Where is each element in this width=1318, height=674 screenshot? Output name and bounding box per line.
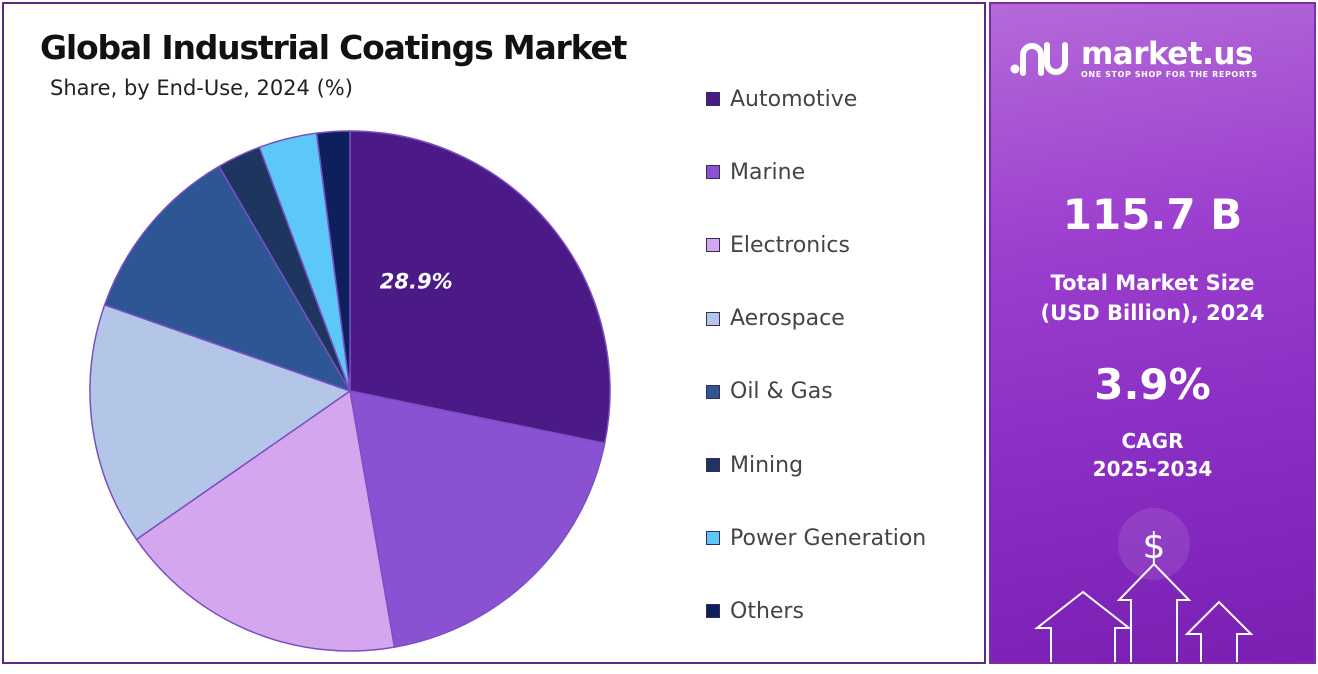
- data-label-automotive: 28.9%: [380, 269, 453, 293]
- pie-slice-marine: [349, 390, 606, 649]
- legend-swatch: [706, 238, 720, 253]
- brand-tagline: ONE STOP SHOP FOR THE REPORTS: [1081, 70, 1258, 79]
- legend-label: Electronics: [730, 232, 850, 258]
- legend-label: Automotive: [730, 86, 858, 112]
- pie-slice-automotive: [349, 130, 611, 445]
- legend-item-others: Others: [706, 596, 804, 626]
- legend-label: Aerospace: [730, 306, 845, 332]
- legend-swatch: [706, 384, 720, 399]
- cagr-label-line2: 2025-2034: [1092, 457, 1213, 481]
- pie-slice-aerospace: [89, 303, 352, 541]
- legend-swatch: [706, 531, 720, 546]
- arrow-up-icon: [1116, 562, 1192, 662]
- legend-swatch: [706, 92, 720, 106]
- legend-item-electronics: Electronics: [706, 230, 850, 260]
- legend-label: Mining: [730, 452, 804, 478]
- legend-item-aerospace: Aerospace: [706, 304, 845, 334]
- cagr-value: 3.9%: [1094, 360, 1211, 409]
- market-size-label-line1: Total Market Size: [1050, 271, 1255, 295]
- legend-swatch: [706, 458, 720, 472]
- legend-swatch: [706, 604, 720, 619]
- legend-swatch: [706, 165, 720, 180]
- legend-swatch: [706, 311, 720, 326]
- pie-slice-others: [315, 130, 351, 392]
- cagr-label-line1: CAGR: [1121, 429, 1184, 453]
- growth-arrows-illustration: $: [1034, 508, 1254, 662]
- legend-item-marine: Marine: [706, 157, 805, 187]
- legend-item-mining: Mining: [706, 450, 803, 480]
- legend-label: Marine: [730, 159, 806, 185]
- market-size-value: 115.7 B: [1062, 190, 1243, 239]
- legend-item-oil-and-gas: Oil & Gas: [706, 377, 833, 407]
- dollar-sign-icon: $: [1143, 526, 1166, 567]
- legend-label: Power Generation: [730, 525, 927, 551]
- summary-panel: market.us ONE STOP SHOP FOR THE REPORTS …: [989, 2, 1316, 664]
- legend-label: Others: [730, 598, 804, 624]
- legend-label: Oil & Gas: [730, 379, 833, 405]
- market-size-label-line2: (USD Billion), 2024: [1040, 301, 1265, 325]
- legend-item-automotive: Automotive: [706, 84, 857, 114]
- chart-panel: Global Industrial Coatings Market Share,…: [2, 2, 986, 664]
- legend-item-power-generation: Power Generation: [706, 523, 926, 553]
- market-us-logo-icon: [1010, 41, 1068, 76]
- brand-name: market.us: [1081, 36, 1253, 72]
- pie-slice-electronics: [135, 389, 396, 652]
- chart-title: Global Industrial Coatings Market: [40, 28, 627, 67]
- pie-chart: 28.9%: [89, 130, 611, 652]
- arrow-up-icon: [1184, 600, 1254, 662]
- arrow-up-icon: [1034, 590, 1132, 662]
- pie-slice-oil-and-gas: [103, 165, 352, 393]
- chart-subtitle: Share, by End-Use, 2024 (%): [50, 76, 353, 100]
- brand-logo: market.us ONE STOP SHOP FOR THE REPORTS: [1009, 38, 1258, 79]
